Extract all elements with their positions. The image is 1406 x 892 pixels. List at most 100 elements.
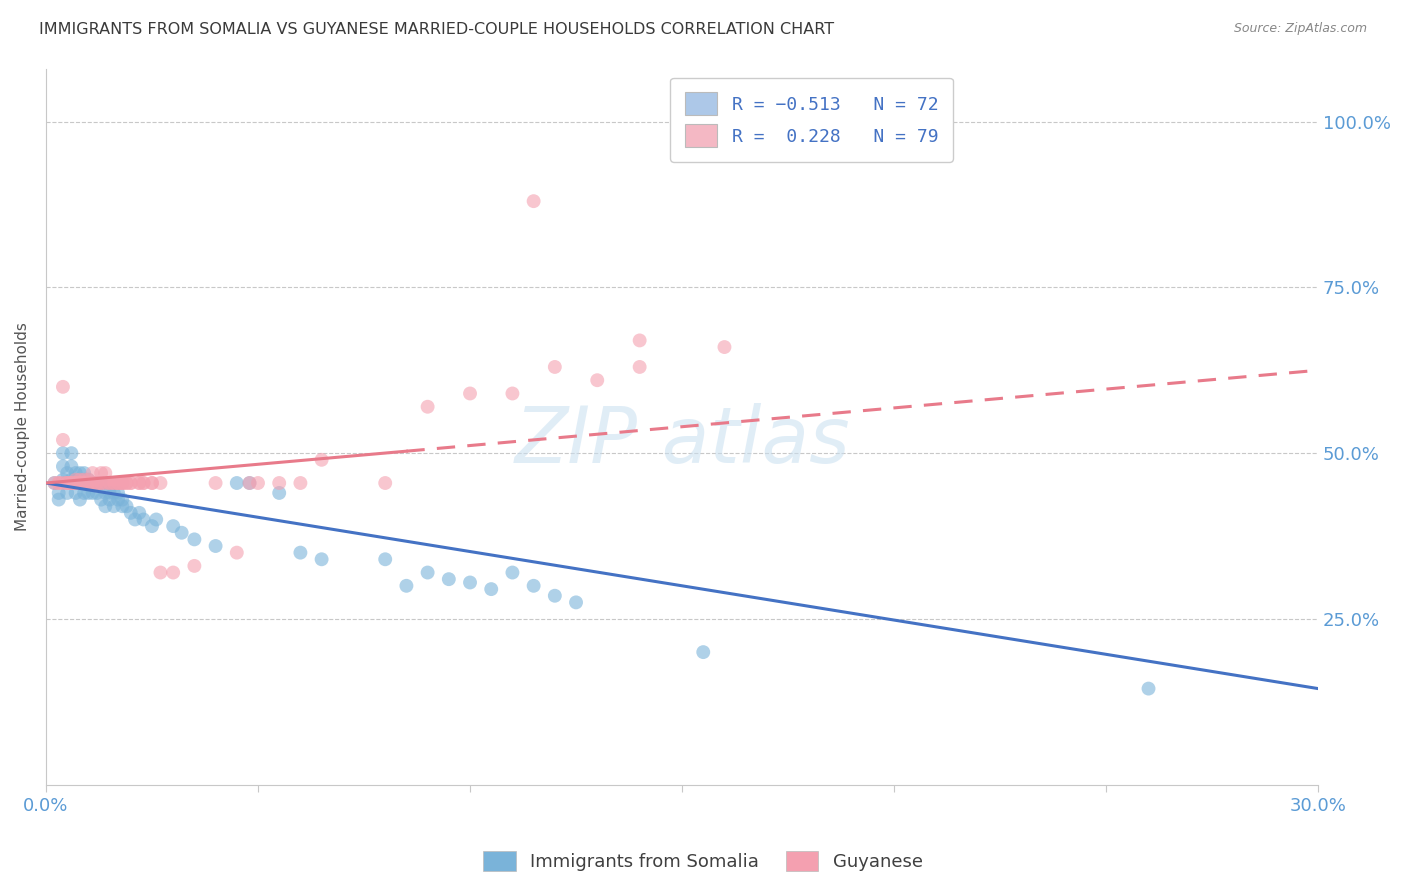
Point: [65, 475, 87, 490]
Point: [56, 475, 79, 490]
Legend: R = −0.513   N = 72, R =  0.228   N = 79: R = −0.513 N = 72, R = 0.228 N = 79: [671, 78, 953, 161]
Point: [65, 475, 87, 490]
Point: [60, 473, 83, 487]
Point: [73, 475, 96, 490]
Point: [111, 500, 134, 514]
Point: [98, 475, 121, 490]
Point: [60, 475, 83, 490]
Point: [128, 506, 150, 520]
Point: [82, 466, 104, 480]
Point: [94, 486, 117, 500]
Point: [86, 475, 108, 490]
Point: [90, 475, 112, 490]
Point: [103, 500, 125, 514]
Point: [565, 595, 588, 609]
Point: [65, 473, 87, 487]
Point: [65, 475, 87, 490]
Point: [628, 359, 651, 374]
Point: [56, 475, 79, 490]
Point: [94, 475, 117, 490]
Point: [311, 552, 333, 566]
Point: [416, 400, 439, 414]
Point: [44, 475, 66, 490]
Point: [73, 475, 96, 490]
Point: [479, 582, 502, 596]
Point: [395, 579, 418, 593]
Point: [713, 340, 735, 354]
Point: [56, 475, 79, 490]
Point: [103, 475, 125, 490]
Point: [162, 519, 184, 533]
Point: [269, 486, 291, 500]
Point: [60, 446, 83, 460]
Point: [149, 475, 172, 490]
Point: [115, 475, 138, 490]
Point: [204, 475, 226, 490]
Point: [98, 475, 121, 490]
Point: [65, 486, 87, 500]
Point: [162, 566, 184, 580]
Point: [107, 486, 129, 500]
Point: [69, 492, 91, 507]
Point: [458, 386, 481, 401]
Point: [120, 475, 142, 490]
Text: IMMIGRANTS FROM SOMALIA VS GUYANESE MARRIED-COUPLE HOUSEHOLDS CORRELATION CHART: IMMIGRANTS FROM SOMALIA VS GUYANESE MARR…: [39, 22, 835, 37]
Point: [269, 475, 291, 490]
Point: [56, 475, 79, 490]
Point: [132, 475, 155, 490]
Point: [52, 459, 75, 474]
Point: [586, 373, 609, 387]
Point: [238, 475, 260, 490]
Point: [65, 473, 87, 487]
Point: [60, 475, 83, 490]
Point: [73, 473, 96, 487]
Point: [69, 473, 91, 487]
Point: [77, 475, 100, 490]
Point: [290, 475, 312, 490]
Point: [290, 546, 312, 560]
Point: [56, 486, 79, 500]
Point: [132, 475, 155, 490]
Point: [1137, 681, 1160, 696]
Point: [52, 446, 75, 460]
Point: [115, 500, 138, 514]
Point: [73, 475, 96, 490]
Point: [183, 533, 205, 547]
Point: [77, 473, 100, 487]
Point: [437, 572, 460, 586]
Point: [73, 466, 96, 480]
Point: [107, 492, 129, 507]
Point: [111, 475, 134, 490]
Point: [111, 475, 134, 490]
Point: [692, 645, 714, 659]
Point: [86, 475, 108, 490]
Point: [94, 500, 117, 514]
Point: [48, 475, 70, 490]
Point: [103, 486, 125, 500]
Point: [60, 475, 83, 490]
Point: [48, 475, 70, 490]
Point: [90, 475, 112, 490]
Point: [69, 475, 91, 490]
Point: [90, 492, 112, 507]
Point: [48, 486, 70, 500]
Point: [628, 334, 651, 348]
Point: [82, 475, 104, 490]
Point: [238, 475, 260, 490]
Point: [52, 473, 75, 487]
Point: [82, 475, 104, 490]
Point: [98, 486, 121, 500]
Point: [128, 475, 150, 490]
Point: [69, 473, 91, 487]
Point: [115, 475, 138, 490]
Point: [82, 475, 104, 490]
Point: [141, 519, 163, 533]
Point: [90, 466, 112, 480]
Point: [52, 380, 75, 394]
Point: [132, 512, 155, 526]
Point: [120, 475, 142, 490]
Point: [145, 512, 167, 526]
Point: [311, 452, 333, 467]
Point: [73, 475, 96, 490]
Point: [544, 359, 567, 374]
